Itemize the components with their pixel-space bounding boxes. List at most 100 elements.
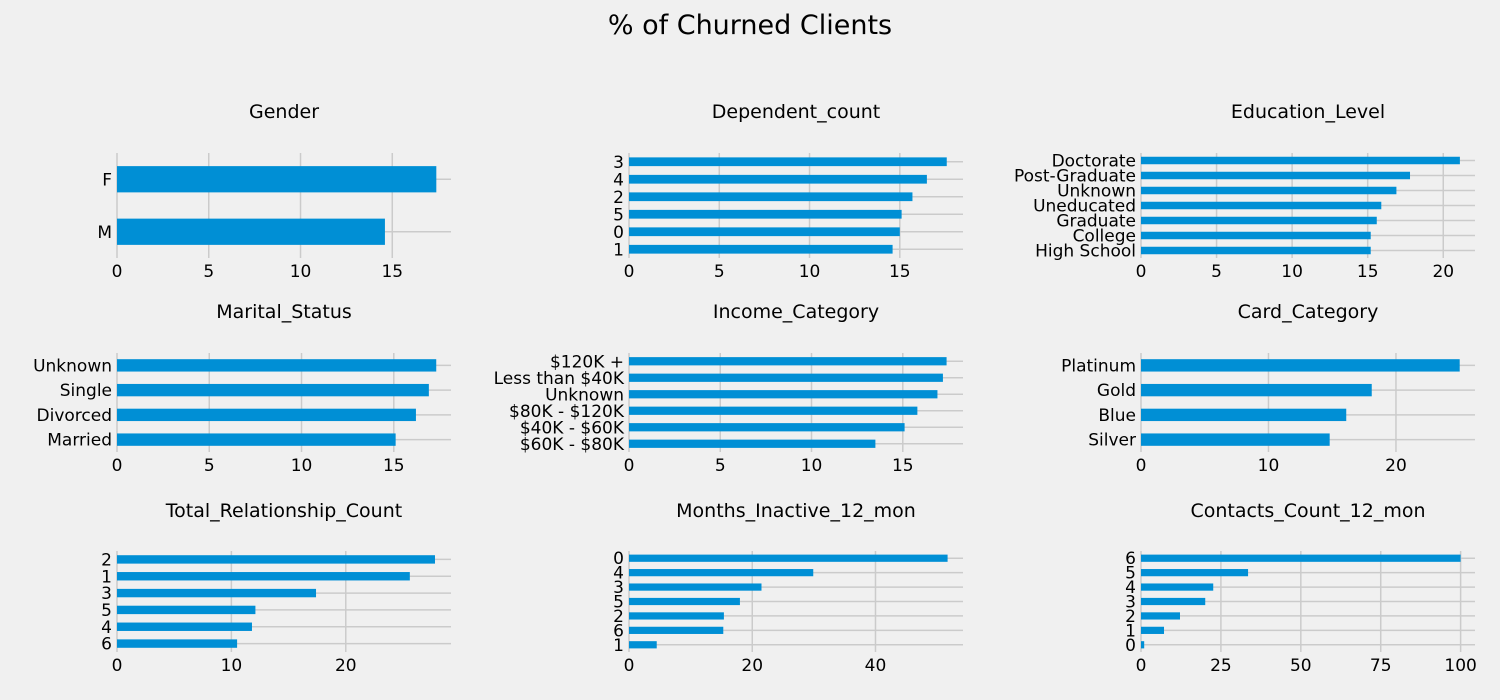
x-tick-label-dependent-count: 10 xyxy=(799,262,821,282)
subplot-title-education-level: Education_Level xyxy=(1231,101,1385,123)
category-label-marital-status: Single xyxy=(60,381,112,401)
x-tick-label-gender: 5 xyxy=(203,262,214,282)
bar-dependent-count-4 xyxy=(629,174,927,184)
category-label-education-level: College xyxy=(1073,227,1136,247)
bar-education-level-doctorate xyxy=(1141,156,1460,165)
x-tick-label-education-level: 20 xyxy=(1432,262,1454,282)
x-tick-label-card-category: 20 xyxy=(1385,456,1407,476)
x-tick-label-gender: 15 xyxy=(381,262,403,282)
bar-education-level-post-graduate xyxy=(1141,171,1411,180)
bar-dependent-count-5 xyxy=(629,209,902,219)
x-tick-label-marital-status: 0 xyxy=(112,456,123,476)
bar-marital-status-divorced xyxy=(117,408,416,422)
category-label-education-level: Post-Graduate xyxy=(1014,167,1136,187)
bar-total-relationship-count-4 xyxy=(117,622,252,631)
category-label-marital-status: Married xyxy=(47,431,112,451)
category-label-dependent-count: 3 xyxy=(613,153,624,173)
subplot-title-gender: Gender xyxy=(249,101,319,123)
bar-card-category-gold xyxy=(1141,383,1372,397)
category-label-total-relationship-count: 2 xyxy=(101,550,112,570)
bar-months-inactive-12-mon-5 xyxy=(629,597,740,606)
bar-gender-f xyxy=(117,166,437,193)
category-label-education-level: Uneducated xyxy=(1033,197,1136,217)
category-label-income-category: Less than $40K xyxy=(494,369,625,389)
category-label-income-category: $120K + xyxy=(550,352,624,372)
category-label-gender: M xyxy=(97,223,112,243)
x-tick-label-marital-status: 10 xyxy=(291,456,313,476)
subplot-title-months-inactive-12-mon: Months_Inactive_12_mon xyxy=(676,500,916,522)
x-tick-label-dependent-count: 0 xyxy=(624,262,635,282)
bar-contacts-count-12-mon-2 xyxy=(1141,612,1180,620)
bar-total-relationship-count-1 xyxy=(117,572,410,581)
bar-marital-status-unknown xyxy=(117,359,437,372)
category-label-contacts-count-12-mon: 0 xyxy=(1125,636,1136,656)
x-tick-label-months-inactive-12-mon: 0 xyxy=(624,656,635,676)
bar-months-inactive-12-mon-6 xyxy=(629,626,724,634)
x-tick-label-total-relationship-count: 20 xyxy=(335,656,357,676)
category-label-contacts-count-12-mon: 1 xyxy=(1125,621,1136,641)
bar-education-level-uneducated xyxy=(1141,201,1382,210)
bar-months-inactive-12-mon-2 xyxy=(629,612,724,620)
category-label-contacts-count-12-mon: 6 xyxy=(1125,549,1136,569)
x-tick-label-contacts-count-12-mon: 50 xyxy=(1290,656,1312,676)
bar-contacts-count-12-mon-5 xyxy=(1141,569,1249,577)
x-tick-label-income-category: 10 xyxy=(801,456,823,476)
x-tick-label-total-relationship-count: 10 xyxy=(221,656,243,676)
subplot-title-marital-status: Marital_Status xyxy=(216,301,352,323)
x-tick-label-contacts-count-12-mon: 100 xyxy=(1444,656,1476,676)
category-label-contacts-count-12-mon: 5 xyxy=(1125,564,1136,584)
category-label-card-category: Silver xyxy=(1088,431,1136,451)
category-label-income-category: $80K - $120K xyxy=(509,402,625,422)
bar-dependent-count-2 xyxy=(629,192,913,202)
category-label-dependent-count: 0 xyxy=(613,223,624,243)
bar-dependent-count-3 xyxy=(629,157,947,167)
category-label-total-relationship-count: 5 xyxy=(101,601,112,621)
bar-card-category-platinum xyxy=(1141,359,1460,372)
bar-total-relationship-count-5 xyxy=(117,605,256,615)
bar-income-category-80k-120k xyxy=(629,406,918,415)
category-label-card-category: Blue xyxy=(1098,406,1136,426)
category-label-marital-status: Divorced xyxy=(37,406,113,426)
x-tick-label-income-category: 0 xyxy=(624,456,635,476)
figure-title: % of Churned Clients xyxy=(607,10,893,41)
category-label-dependent-count: 2 xyxy=(613,188,624,208)
category-label-total-relationship-count: 1 xyxy=(101,567,112,587)
bar-education-level-college xyxy=(1141,231,1371,240)
bar-marital-status-single xyxy=(117,383,429,397)
bar-income-category-less-than-40k xyxy=(629,373,943,382)
category-label-education-level: Unknown xyxy=(1057,182,1136,202)
x-tick-label-income-category: 15 xyxy=(892,456,914,476)
x-tick-label-card-category: 10 xyxy=(1258,456,1280,476)
bar-card-category-blue xyxy=(1141,408,1347,422)
category-label-card-category: Platinum xyxy=(1061,356,1136,376)
category-label-education-level: Graduate xyxy=(1056,212,1136,232)
bar-months-inactive-12-mon-1 xyxy=(629,641,657,649)
category-label-contacts-count-12-mon: 3 xyxy=(1125,593,1136,613)
x-tick-label-contacts-count-12-mon: 0 xyxy=(1136,656,1147,676)
subplot-title-card-category: Card_Category xyxy=(1238,301,1379,323)
category-label-months-inactive-12-mon: 2 xyxy=(613,607,624,627)
x-tick-label-dependent-count: 5 xyxy=(714,262,725,282)
category-label-contacts-count-12-mon: 2 xyxy=(1125,607,1136,627)
x-tick-label-education-level: 15 xyxy=(1357,262,1379,282)
category-label-contacts-count-12-mon: 4 xyxy=(1125,578,1136,598)
x-tick-label-card-category: 0 xyxy=(1136,456,1147,476)
bar-total-relationship-count-3 xyxy=(117,588,317,598)
x-tick-label-dependent-count: 15 xyxy=(889,262,911,282)
bar-income-category-unknown xyxy=(629,390,938,399)
x-tick-label-education-level: 5 xyxy=(1211,262,1222,282)
category-label-income-category: $60K - $80K xyxy=(520,435,625,455)
category-label-months-inactive-12-mon: 0 xyxy=(613,549,624,569)
category-label-income-category: $40K - $60K xyxy=(520,418,625,438)
bar-dependent-count-0 xyxy=(629,227,900,237)
category-label-income-category: Unknown xyxy=(545,385,624,405)
bar-months-inactive-12-mon-4 xyxy=(629,569,814,577)
category-label-dependent-count: 4 xyxy=(613,170,624,190)
category-label-card-category: Gold xyxy=(1097,381,1136,401)
bar-income-category-120k xyxy=(629,357,947,366)
category-label-months-inactive-12-mon: 3 xyxy=(613,578,624,598)
category-label-months-inactive-12-mon: 5 xyxy=(613,593,624,613)
category-label-education-level: Doctorate xyxy=(1052,152,1136,172)
bar-contacts-count-12-mon-0 xyxy=(1141,641,1145,649)
